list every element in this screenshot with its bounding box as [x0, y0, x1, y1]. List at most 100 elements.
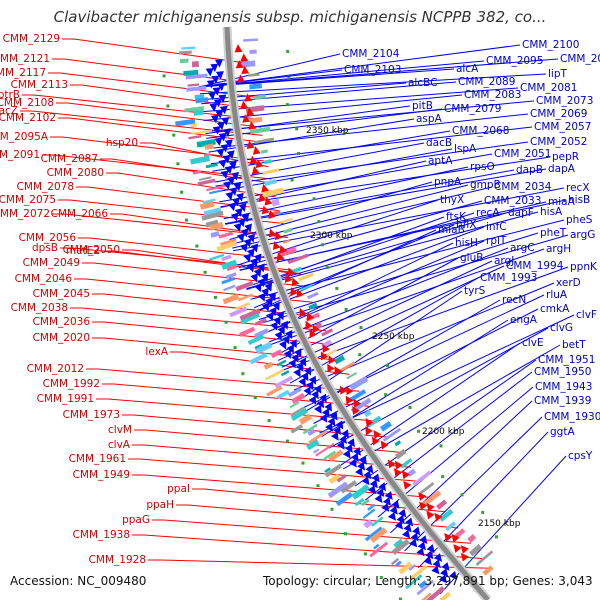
forward-gene-label[interactable]: pepR: [552, 151, 579, 163]
forward-gene-label[interactable]: gluB: [460, 252, 483, 264]
forward-gene-arrow[interactable]: [294, 348, 305, 359]
forward-gene-arrow[interactable]: [222, 154, 232, 164]
forward-gene-arrow[interactable]: [382, 497, 394, 508]
forward-gene-arrow[interactable]: [441, 562, 452, 573]
reverse-gene-label[interactable]: CMM_1949: [73, 469, 130, 481]
forward-gene-label[interactable]: CMM_2068: [452, 125, 509, 137]
forward-gene-arrow[interactable]: [239, 243, 250, 253]
reverse-gene-label[interactable]: ppaH: [146, 499, 174, 511]
forward-gene-arrow[interactable]: [387, 511, 399, 523]
forward-gene-label[interactable]: CMM_2079: [444, 103, 501, 115]
reverse-gene-arrow[interactable]: [282, 273, 293, 283]
forward-gene-arrow[interactable]: [348, 458, 360, 470]
forward-gene-arrow[interactable]: [423, 556, 435, 568]
reverse-gene-arrow[interactable]: [450, 542, 462, 553]
forward-gene-label[interactable]: clvE: [522, 337, 544, 349]
forward-gene-arrow[interactable]: [250, 273, 260, 283]
reverse-gene-arrow[interactable]: [266, 227, 277, 238]
reverse-gene-label[interactable]: lexA: [145, 346, 168, 358]
reverse-gene-arrow[interactable]: [342, 394, 354, 405]
forward-gene-arrow[interactable]: [265, 297, 275, 307]
forward-gene-label[interactable]: CMM_1939: [534, 395, 591, 407]
forward-gene-arrow[interactable]: [438, 574, 450, 586]
forward-gene-arrow[interactable]: [432, 559, 444, 570]
reverse-gene-arrow[interactable]: [362, 424, 373, 436]
forward-gene-arrow[interactable]: [265, 312, 277, 323]
forward-gene-arrow[interactable]: [212, 87, 222, 96]
reverse-gene-arrow[interactable]: [235, 60, 244, 69]
reverse-gene-arrow[interactable]: [243, 93, 253, 102]
forward-gene-arrow[interactable]: [389, 505, 401, 517]
forward-gene-arrow[interactable]: [221, 117, 230, 126]
forward-gene-label[interactable]: CMM_2103: [344, 64, 401, 76]
forward-gene-arrow[interactable]: [220, 143, 230, 153]
forward-gene-arrow[interactable]: [410, 532, 422, 544]
reverse-gene-arrow[interactable]: [245, 107, 255, 116]
reverse-gene-arrow[interactable]: [240, 53, 249, 62]
forward-gene-arrow[interactable]: [394, 520, 406, 532]
reverse-gene-arrow[interactable]: [245, 140, 255, 150]
forward-gene-arrow[interactable]: [244, 223, 254, 234]
forward-gene-arrow[interactable]: [277, 325, 289, 337]
reverse-gene-arrow[interactable]: [306, 328, 317, 339]
forward-gene-arrow[interactable]: [391, 499, 402, 511]
forward-gene-arrow[interactable]: [350, 452, 362, 464]
forward-gene-arrow[interactable]: [329, 411, 341, 423]
forward-gene-label[interactable]: CMM_2033: [484, 195, 541, 207]
reverse-gene-arrow[interactable]: [377, 438, 389, 450]
forward-gene-arrow[interactable]: [286, 344, 298, 356]
forward-gene-arrow[interactable]: [223, 128, 232, 137]
forward-gene-arrow[interactable]: [371, 473, 383, 485]
reverse-gene-arrow[interactable]: [260, 204, 270, 215]
reverse-gene-arrow[interactable]: [257, 192, 267, 203]
forward-gene-arrow[interactable]: [232, 197, 242, 208]
reverse-gene-arrow[interactable]: [285, 266, 296, 277]
reverse-gene-label[interactable]: CMM_2091: [0, 149, 40, 161]
reverse-gene-label[interactable]: CMM_2087: [41, 153, 98, 165]
forward-gene-arrow[interactable]: [367, 485, 379, 496]
forward-gene-label[interactable]: CMM_1994: [506, 260, 564, 272]
forward-gene-arrow[interactable]: [215, 71, 225, 80]
reverse-gene-label[interactable]: ppaI: [167, 483, 190, 495]
forward-gene-label[interactable]: CMM_2083: [464, 89, 521, 101]
reverse-gene-arrow[interactable]: [270, 240, 281, 250]
forward-gene-label[interactable]: recN: [502, 294, 526, 306]
forward-gene-arrow[interactable]: [243, 253, 253, 264]
forward-gene-label[interactable]: clvF: [576, 309, 597, 321]
forward-gene-arrow[interactable]: [216, 121, 226, 131]
forward-gene-arrow[interactable]: [233, 223, 244, 233]
reverse-gene-label[interactable]: CMM_1973: [63, 409, 120, 421]
forward-gene-label[interactable]: recX: [566, 182, 590, 194]
forward-gene-arrow[interactable]: [324, 402, 335, 414]
forward-gene-arrow[interactable]: [230, 212, 241, 223]
forward-gene-label[interactable]: CMM_1950: [534, 366, 591, 378]
forward-gene-arrow[interactable]: [327, 417, 339, 428]
forward-gene-arrow[interactable]: [285, 329, 296, 341]
reverse-gene-arrow[interactable]: [296, 306, 307, 317]
forward-gene-arrow[interactable]: [369, 479, 381, 490]
reverse-gene-arrow[interactable]: [423, 508, 435, 520]
forward-gene-arrow[interactable]: [231, 171, 241, 182]
forward-gene-arrow[interactable]: [218, 94, 227, 103]
forward-gene-label[interactable]: miaB: [438, 224, 465, 236]
forward-gene-arrow[interactable]: [398, 508, 409, 520]
forward-gene-label[interactable]: argJ: [494, 255, 514, 267]
forward-gene-arrow[interactable]: [246, 248, 257, 259]
reverse-gene-label[interactable]: dpsB: [32, 242, 58, 254]
reverse-gene-label[interactable]: hsp20: [106, 137, 138, 149]
reverse-gene-arrow[interactable]: [385, 457, 396, 469]
reverse-gene-label[interactable]: clvA: [108, 439, 131, 451]
forward-gene-label[interactable]: argC: [510, 242, 535, 254]
reverse-gene-arrow[interactable]: [416, 499, 428, 511]
forward-gene-arrow[interactable]: [238, 203, 249, 213]
reverse-gene-label[interactable]: CMM_1961: [69, 453, 126, 465]
forward-gene-label[interactable]: aspA: [416, 113, 443, 125]
forward-gene-arrow[interactable]: [228, 202, 238, 212]
forward-gene-arrow[interactable]: [250, 258, 260, 269]
forward-gene-arrow[interactable]: [254, 283, 264, 293]
reverse-gene-label[interactable]: CMM_2095A: [0, 131, 49, 143]
reverse-gene-arrow[interactable]: [336, 384, 348, 395]
reverse-gene-arrow[interactable]: [349, 404, 360, 416]
forward-gene-label[interactable]: pnpA: [434, 176, 462, 188]
forward-gene-label[interactable]: xerD: [556, 277, 581, 289]
